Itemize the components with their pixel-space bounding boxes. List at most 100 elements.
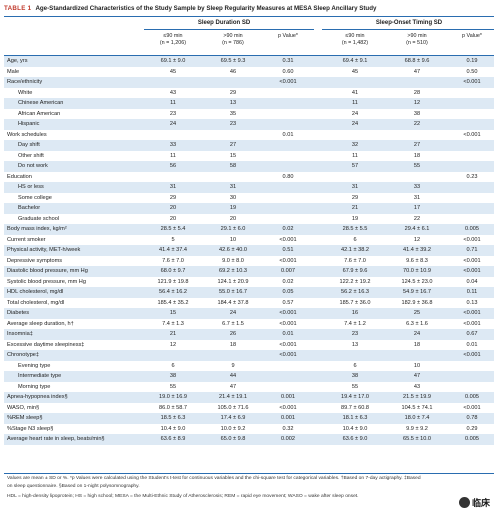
- table-cell: 63.6 ± 8.9: [160, 436, 186, 442]
- wechat-icon: [458, 497, 470, 509]
- table-row: Other shift 11 15 11 18: [4, 151, 494, 162]
- table-cell: <0.001: [279, 341, 297, 348]
- table-cell: 29: [351, 194, 359, 201]
- row-label: Work schedules: [7, 131, 47, 138]
- table-cell: 0.67: [466, 331, 478, 337]
- table-cell: 22: [413, 215, 421, 222]
- table-cell: 0.02: [282, 226, 294, 232]
- table-row: HS or less 31 31 31 33: [4, 182, 494, 193]
- row-label: Average heart rate in sleep, beats/min§: [7, 436, 105, 442]
- table-cell: 22: [413, 121, 421, 127]
- table-cell: 27: [229, 142, 237, 148]
- table-row: WASO, min§ 86.0 ± 58.7 105.0 ± 71.6 <0.001 8…: [4, 403, 494, 414]
- table-cell: 0.005: [465, 436, 479, 442]
- table-row: Day shift 33 27 32 27: [4, 140, 494, 151]
- group-rule: [322, 29, 494, 30]
- table-row: Insomnia‡ 21 26 0.01 23 24 0.67: [4, 329, 494, 340]
- table-cell: 58: [229, 163, 237, 169]
- table-cell: 33: [413, 184, 421, 190]
- table-row: Hispanic 24 23 24 22: [4, 119, 494, 130]
- table-cell: 18: [229, 341, 237, 348]
- table-cell: 11: [352, 100, 358, 106]
- table-cell: 7.6 ± 7.0: [162, 257, 184, 264]
- table-cell: 65.5 ± 10.0: [403, 436, 431, 442]
- row-label: Excessive daytime sleepiness‡: [7, 341, 85, 348]
- row-label: Evening type: [18, 362, 51, 369]
- table-cell: 21.5 ± 19.9: [403, 394, 431, 400]
- table-cell: 9.9 ± 9.2: [406, 425, 428, 432]
- table-cell: 6: [171, 362, 175, 369]
- header-rule: [4, 55, 494, 56]
- table-cell: 10.4 ± 9.0: [160, 425, 186, 432]
- table-cell: 0.19: [466, 58, 478, 64]
- table-cell: 0.01: [466, 341, 478, 348]
- table-cell: 124.1 ± 20.9: [217, 278, 249, 285]
- table-cell: <0.001: [463, 236, 481, 243]
- row-label: African American: [18, 110, 61, 117]
- table-body: Age, yrs 69.1 ± 9.0 69.5 ± 9.3 0.31 69.4 ± 9…: [4, 56, 494, 445]
- table-cell: 18.5 ± 6.3: [160, 415, 186, 421]
- row-label: %REM sleep§: [7, 415, 43, 421]
- table-cell: 0.31: [282, 58, 294, 64]
- table-cell: 7.6 ± 7.0: [344, 257, 366, 264]
- row-label: Race/ethnicity: [7, 79, 43, 85]
- table-cell: 69.4 ± 9.1: [342, 58, 368, 64]
- table-cell: 47: [229, 383, 237, 390]
- table-cell: 0.007: [281, 268, 295, 274]
- table-cell: 26: [229, 331, 237, 337]
- table-row: Bachelor 20 19 21 17: [4, 203, 494, 214]
- row-label: HS or less: [18, 184, 44, 190]
- table-cell: 20: [169, 215, 177, 222]
- table-row: Male 45 46 0.60 45 47 0.50: [4, 67, 494, 78]
- table-cell: 38: [351, 373, 359, 379]
- table-cell: 18.1 ± 6.3: [342, 415, 368, 421]
- row-label: Diabetes: [7, 310, 30, 316]
- table-cell: 86.0 ± 58.7: [159, 404, 187, 411]
- table-row: Chinese American 11 13 11 12: [4, 98, 494, 109]
- table-cell: 17.4 ± 6.9: [220, 415, 246, 421]
- table-row: Total cholesterol, mg/dl 185.4 ± 35.2 184.…: [4, 298, 494, 309]
- column-header-line1: >90 min: [407, 33, 427, 39]
- column-header: p Value*: [452, 33, 492, 40]
- table-row: Age, yrs 69.1 ± 9.0 69.5 ± 9.3 0.31 69.4 ± 9…: [4, 56, 494, 67]
- column-header-line1: ≤90 min: [345, 33, 365, 39]
- table-cell: 184.4 ± 37.8: [217, 299, 249, 306]
- table-cell: <0.001: [279, 320, 297, 327]
- table-cell: 0.11: [466, 289, 478, 295]
- table-cell: 41.4 ± 39.2: [403, 247, 431, 253]
- column-header-line1: ≤90 min: [163, 33, 183, 39]
- table-cell: 11: [170, 152, 176, 159]
- table-number: TABLE 1: [4, 5, 32, 12]
- table-cell: 12: [413, 100, 421, 106]
- table-cell: 6.7 ± 1.5: [222, 320, 244, 327]
- table-cell: 23: [351, 331, 359, 337]
- table-cell: 19.4 ± 17.0: [341, 394, 369, 400]
- row-label: Day shift: [18, 142, 40, 148]
- table-cell: 41.4 ± 37.4: [159, 247, 187, 253]
- column-header: >90 min (n = 510): [388, 33, 446, 47]
- row-label: Hispanic: [18, 121, 40, 127]
- row-label: Intermediate type: [18, 373, 62, 379]
- column-header: p Value*: [266, 33, 310, 40]
- table-cell: <0.001: [463, 352, 481, 358]
- table-row: Intermediate type 38 44 38 47: [4, 371, 494, 382]
- table-cell: 55.0 ± 16.7: [219, 289, 247, 295]
- table-cell: 13: [351, 341, 359, 348]
- table-cell: 10.4 ± 9.0: [342, 425, 368, 432]
- row-label: WASO, min§: [7, 404, 40, 411]
- column-header-line1: p Value*: [462, 33, 482, 39]
- table-row: Education 0.80 0.23: [4, 172, 494, 183]
- table-cell: 43: [169, 89, 177, 96]
- table-cell: 54.9 ± 16.7: [403, 289, 431, 295]
- table-cell: 0.002: [281, 436, 295, 442]
- row-label: Chronotype‡: [7, 352, 40, 358]
- footnote: Values are mean ± SD or %. *p Values wer…: [7, 476, 421, 481]
- table-cell: 69.1 ± 9.0: [160, 58, 186, 64]
- table-cell: 18.0 ± 7.4: [404, 415, 430, 421]
- table-cell: 0.32: [282, 425, 294, 432]
- table-cell: 29: [229, 89, 237, 96]
- row-label: White: [18, 89, 33, 96]
- table-cell: 7.4 ± 1.2: [344, 320, 366, 327]
- group-header-sleep-onset: Sleep-Onset Timing SD: [375, 20, 443, 26]
- table-cell: 31: [413, 194, 421, 201]
